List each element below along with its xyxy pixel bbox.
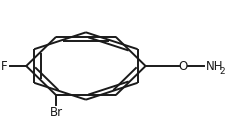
Text: O: O [179, 60, 188, 72]
Text: NH: NH [206, 60, 223, 72]
Text: Br: Br [50, 106, 63, 119]
Text: 2: 2 [219, 67, 225, 76]
Text: F: F [1, 60, 7, 72]
